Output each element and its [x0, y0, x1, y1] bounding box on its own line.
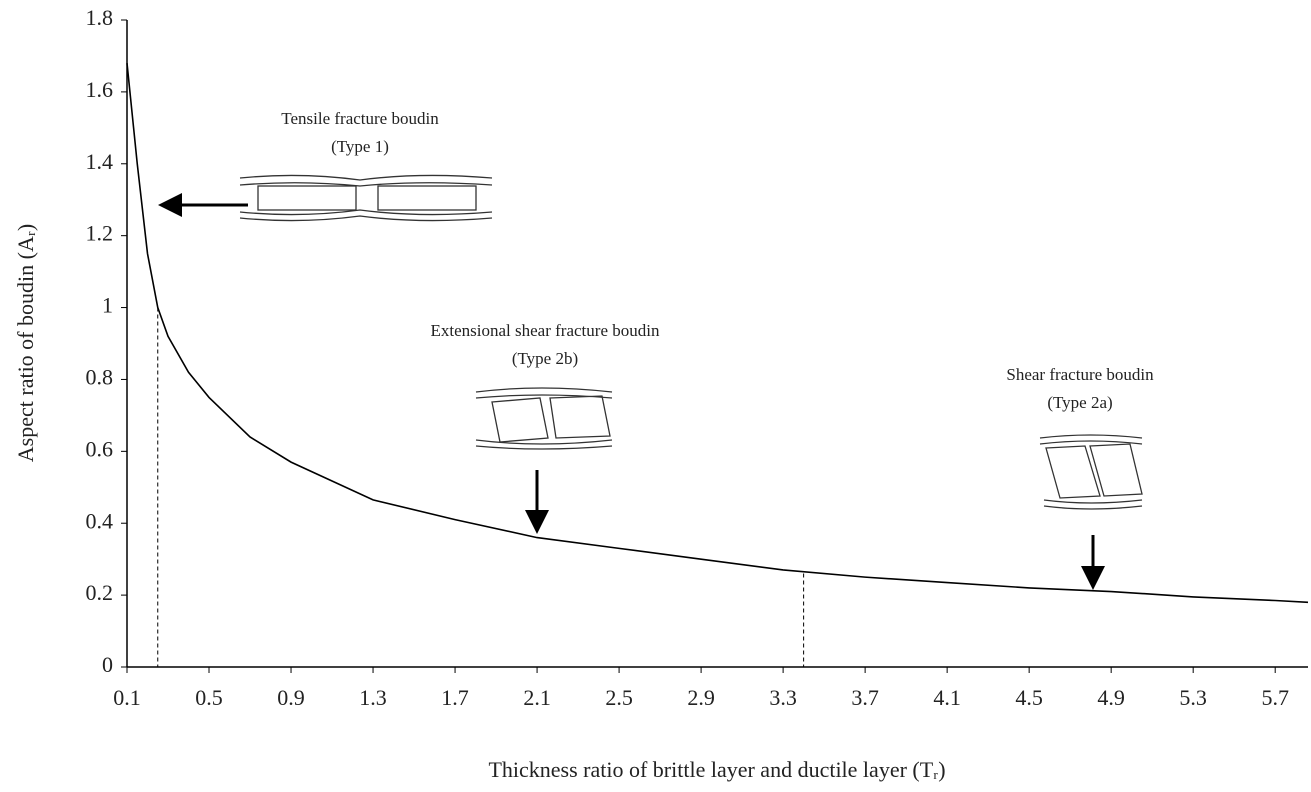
- y-tick-label: 1: [102, 293, 113, 318]
- x-tick-label: 5.7: [1261, 685, 1289, 710]
- x-tick-label: 2.1: [523, 685, 551, 710]
- annotation-subtitle: (Type 2a): [1047, 393, 1112, 412]
- x-tick-label: 0.5: [195, 685, 223, 710]
- y-tick-label: 0.2: [86, 580, 114, 605]
- x-tick-label: 2.5: [605, 685, 633, 710]
- x-tick-label: 0.1: [113, 685, 141, 710]
- y-tick-label: 0.8: [86, 364, 114, 389]
- annotation-title: Shear fracture boudin: [1006, 365, 1154, 384]
- x-tick-label: 1.3: [359, 685, 387, 710]
- x-tick-label: 5.3: [1179, 685, 1207, 710]
- line: [126, 63, 1309, 604]
- x-tick-label: 1.7: [441, 685, 469, 710]
- annotation-subtitle: (Type 2b): [512, 349, 578, 368]
- x-tick-label: 2.9: [687, 685, 715, 710]
- y-tick-label: 1.6: [86, 77, 114, 102]
- x-tick-label: 4.9: [1097, 685, 1125, 710]
- x-tick-label: 0.9: [277, 685, 305, 710]
- y-tick-label: 1.4: [86, 149, 114, 174]
- x-axis-title: Thickness ratio of brittle layer and duc…: [488, 757, 945, 782]
- x-tick-label: 3.7: [851, 685, 879, 710]
- x-tick-label: 4.5: [1015, 685, 1043, 710]
- y-tick-label: 1.8: [86, 5, 114, 30]
- x-tick-label: 4.1: [933, 685, 961, 710]
- annotation-subtitle: (Type 1): [331, 137, 389, 156]
- annotation-title: Extensional shear fracture boudin: [431, 321, 660, 340]
- x-tick-label: 3.3: [769, 685, 797, 710]
- boudin-sketch: [239, 174, 1143, 510]
- annotation-title: Tensile fracture boudin: [281, 109, 439, 128]
- y-tick-label: 1.2: [86, 221, 114, 246]
- y-tick-label: 0.4: [86, 508, 114, 533]
- y-axis-title: Aspect ratio of boudin (Aᵣ): [13, 224, 38, 462]
- y-tick-label: 0: [102, 652, 113, 677]
- y-tick-label: 0.6: [86, 436, 114, 461]
